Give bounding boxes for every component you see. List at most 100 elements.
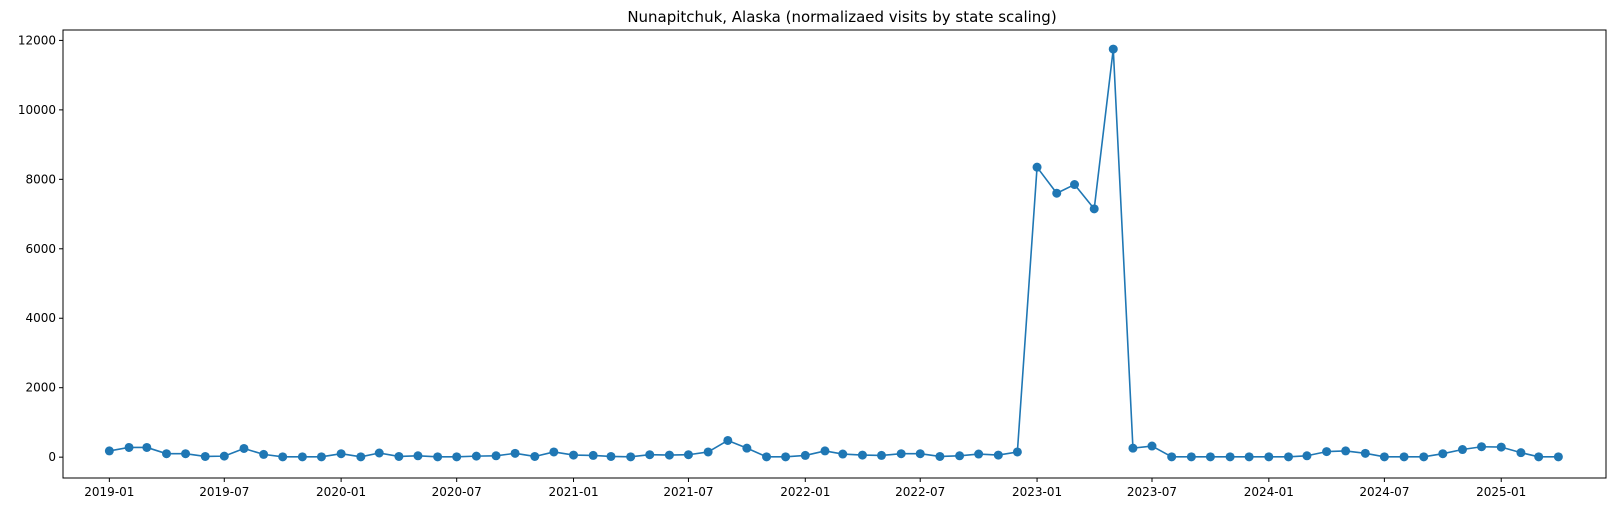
data-point bbox=[433, 452, 443, 462]
chart-title: Nunapitchuk, Alaska (normalizaed visits … bbox=[627, 8, 1056, 26]
y-axis: 0 2000 4000 6000 8000 10000 12000 bbox=[18, 33, 63, 464]
data-point bbox=[1399, 452, 1409, 462]
data-point bbox=[781, 452, 791, 462]
y-tick-label: 8000 bbox=[25, 172, 56, 186]
data-point bbox=[1360, 448, 1370, 458]
data-point bbox=[1205, 452, 1215, 462]
data-point bbox=[1167, 452, 1177, 462]
plot-area bbox=[62, 29, 1607, 479]
data-point bbox=[703, 447, 713, 457]
data-point bbox=[239, 443, 249, 453]
data-point bbox=[1477, 442, 1487, 452]
data-point bbox=[1070, 180, 1080, 190]
data-point bbox=[974, 449, 984, 459]
data-point bbox=[645, 450, 655, 460]
data-point bbox=[1089, 204, 1099, 214]
data-point bbox=[1225, 452, 1235, 462]
x-axis: 2019-01 2019-07 2020-01 2020-07 2021-01 2021-… bbox=[84, 478, 1526, 499]
data-point bbox=[1147, 441, 1157, 451]
x-tick-label: 2020-01 bbox=[316, 485, 366, 499]
x-tick-label: 2021-07 bbox=[663, 485, 713, 499]
y-tick-label: 6000 bbox=[25, 242, 56, 256]
x-tick-label: 2019-01 bbox=[84, 485, 134, 499]
data-point bbox=[1052, 188, 1062, 198]
data-point bbox=[413, 451, 423, 461]
y-tick-label: 4000 bbox=[25, 311, 56, 325]
data-point bbox=[664, 450, 674, 460]
data-point bbox=[876, 450, 886, 460]
data-point bbox=[200, 451, 210, 461]
data-point bbox=[336, 449, 346, 459]
data-point bbox=[394, 451, 404, 461]
data-point bbox=[219, 451, 229, 461]
data-point bbox=[800, 450, 810, 460]
data-point bbox=[471, 451, 481, 461]
data-point bbox=[1534, 452, 1544, 462]
data-point bbox=[1496, 442, 1506, 452]
data-point bbox=[104, 446, 114, 456]
data-point bbox=[1419, 452, 1429, 462]
data-point bbox=[549, 447, 559, 457]
data-point bbox=[356, 452, 366, 462]
data-point bbox=[606, 451, 616, 461]
x-tick-label: 2025-01 bbox=[1476, 485, 1526, 499]
data-point bbox=[1302, 451, 1312, 461]
x-tick-label: 2023-07 bbox=[1127, 485, 1177, 499]
data-point bbox=[142, 442, 152, 452]
data-point bbox=[1284, 452, 1294, 462]
series-line bbox=[109, 48, 1559, 458]
data-point bbox=[510, 448, 520, 458]
data-point bbox=[742, 443, 752, 453]
data-point bbox=[374, 448, 384, 458]
data-point bbox=[820, 446, 830, 456]
x-tick-label: 2024-01 bbox=[1244, 485, 1294, 499]
data-point bbox=[1379, 452, 1389, 462]
data-point bbox=[1128, 443, 1138, 453]
data-point bbox=[838, 449, 848, 459]
data-point bbox=[491, 451, 501, 461]
y-tick-label: 10000 bbox=[18, 103, 56, 117]
data-point bbox=[297, 452, 307, 462]
x-tick-label: 2023-01 bbox=[1012, 485, 1062, 499]
data-point bbox=[683, 450, 693, 460]
series-group bbox=[104, 44, 1563, 462]
data-point bbox=[857, 450, 867, 460]
data-point bbox=[915, 449, 925, 459]
data-point bbox=[1264, 452, 1274, 462]
data-point bbox=[1032, 162, 1042, 172]
data-point bbox=[452, 452, 462, 462]
data-point bbox=[259, 449, 269, 459]
data-point bbox=[1322, 447, 1332, 457]
data-point bbox=[181, 449, 191, 459]
x-tick-label: 2024-07 bbox=[1359, 485, 1409, 499]
x-tick-label: 2022-07 bbox=[895, 485, 945, 499]
x-tick-label: 2019-07 bbox=[199, 485, 249, 499]
data-point bbox=[1108, 44, 1118, 54]
x-tick-label: 2021-01 bbox=[548, 485, 598, 499]
data-point bbox=[316, 452, 326, 462]
data-point bbox=[762, 452, 772, 462]
plot-frame bbox=[62, 29, 1607, 479]
data-point bbox=[1186, 452, 1196, 462]
data-point bbox=[626, 452, 636, 462]
data-point bbox=[124, 442, 134, 452]
data-point bbox=[1341, 446, 1351, 456]
data-point bbox=[1012, 447, 1022, 457]
data-point bbox=[1457, 445, 1467, 455]
data-point bbox=[1553, 452, 1563, 462]
x-tick-label: 2022-01 bbox=[780, 485, 830, 499]
y-tick-label: 2000 bbox=[25, 381, 56, 395]
data-point bbox=[723, 435, 733, 445]
data-point bbox=[162, 449, 172, 459]
data-point bbox=[588, 450, 598, 460]
data-point bbox=[569, 450, 579, 460]
y-tick-label: 12000 bbox=[18, 33, 56, 47]
data-point bbox=[955, 451, 965, 461]
data-point bbox=[993, 450, 1003, 460]
x-tick-label: 2020-07 bbox=[432, 485, 482, 499]
data-point bbox=[1244, 452, 1254, 462]
data-point bbox=[896, 449, 906, 459]
data-point bbox=[1438, 449, 1448, 459]
data-point bbox=[1516, 448, 1526, 458]
